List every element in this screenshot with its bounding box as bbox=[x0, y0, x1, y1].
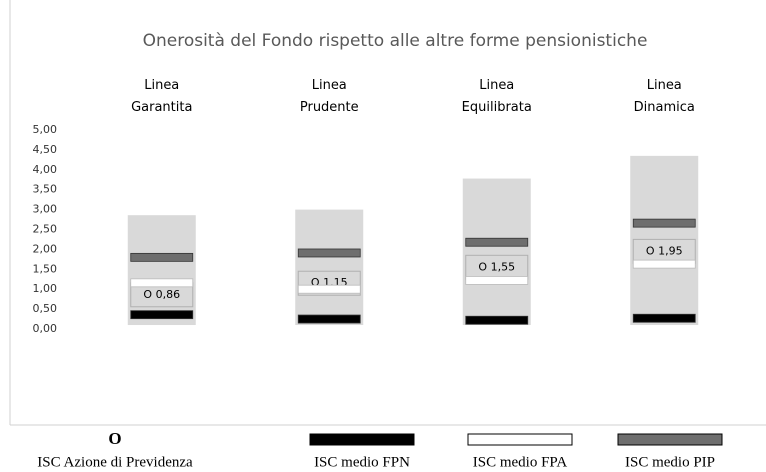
marker bbox=[297, 314, 361, 324]
y-tick-label: 3,00 bbox=[33, 203, 58, 216]
category-label: Linea Garantita bbox=[131, 78, 192, 115]
y-tick-label: 4,50 bbox=[33, 143, 58, 156]
value-label: O 1,55 bbox=[478, 260, 515, 273]
y-tick-label: 3,50 bbox=[33, 183, 58, 196]
legend-marker: O bbox=[108, 429, 121, 448]
value-label-box bbox=[632, 238, 696, 264]
category-label: Linea Dinamica bbox=[634, 78, 695, 115]
y-tick-label: 1,00 bbox=[33, 282, 58, 295]
value-label: O 1,95 bbox=[646, 244, 683, 257]
y-tick-label: 0,00 bbox=[33, 322, 58, 335]
marker bbox=[130, 252, 194, 262]
category-label-line: Linea bbox=[312, 78, 347, 93]
range-bar bbox=[462, 178, 531, 326]
category-label: Linea Equilibrata bbox=[462, 78, 532, 115]
category-label-line: Prudente bbox=[300, 100, 359, 115]
marker bbox=[465, 237, 529, 247]
marker bbox=[632, 259, 696, 269]
category-label-line: Linea bbox=[647, 78, 682, 93]
y-tick-label: 2,50 bbox=[33, 223, 58, 236]
range-bar bbox=[295, 209, 364, 326]
value-label: O 0,86 bbox=[143, 288, 180, 301]
legend-label: ISC medio FPA bbox=[473, 454, 568, 470]
legend-label: ISC medio PIP bbox=[625, 454, 715, 470]
chart-title: Onerosità del Fondo rispetto alle altre … bbox=[143, 31, 648, 51]
marker bbox=[297, 248, 361, 258]
category-label-line: Equilibrata bbox=[462, 100, 532, 115]
legend-marker bbox=[309, 433, 415, 446]
legend-marker bbox=[617, 433, 723, 446]
category-label-line: Garantita bbox=[131, 100, 192, 115]
legend-marker bbox=[467, 433, 573, 446]
category-label-line: Dinamica bbox=[634, 100, 695, 115]
legend-label: ISC medio FPN bbox=[314, 454, 410, 470]
category-label-line: Linea bbox=[144, 78, 179, 93]
marker bbox=[297, 284, 361, 294]
y-tick-label: 4,00 bbox=[33, 163, 58, 176]
category-label: Linea Prudente bbox=[300, 78, 359, 115]
range-bar bbox=[127, 215, 196, 326]
y-tick-label: 0,50 bbox=[33, 302, 58, 315]
category-label-line: Linea bbox=[479, 78, 514, 93]
marker bbox=[130, 310, 194, 320]
marker bbox=[632, 218, 696, 228]
marker bbox=[465, 315, 529, 325]
y-tick-label: 1,50 bbox=[33, 262, 58, 275]
marker bbox=[465, 276, 529, 285]
legend-label: ISC Azione di Previdenza bbox=[37, 454, 193, 470]
y-tick-label: 2,00 bbox=[33, 242, 58, 255]
marker bbox=[632, 313, 696, 323]
marker bbox=[130, 278, 194, 288]
y-tick-label: 5,00 bbox=[33, 123, 58, 136]
